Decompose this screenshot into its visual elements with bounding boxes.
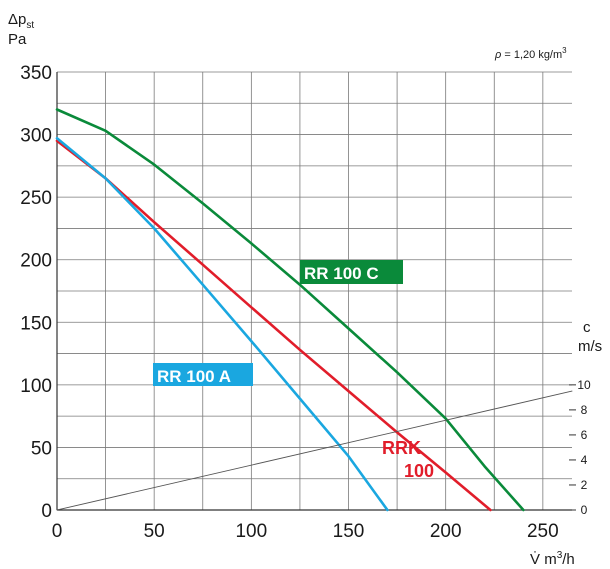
x-tick-label: 250 bbox=[527, 521, 559, 542]
x-tick-label: 100 bbox=[235, 521, 267, 542]
y-tick-label: 350 bbox=[20, 63, 52, 84]
label-rr-100-a-box bbox=[153, 363, 253, 386]
right-tick-label: 6 bbox=[581, 428, 588, 442]
series-line-rrk-100 bbox=[55, 139, 492, 512]
right-tick-label: 4 bbox=[581, 453, 588, 467]
right-axis-symbol: c bbox=[583, 319, 591, 336]
label-rr-100-c-box bbox=[300, 260, 403, 284]
right-tick-label: 0 bbox=[581, 503, 588, 517]
y-tick-label: 200 bbox=[20, 251, 52, 272]
y-tick-label: 150 bbox=[20, 313, 52, 334]
label-rr-100-c: RR 100 C bbox=[300, 260, 403, 284]
y-tick-label: 100 bbox=[20, 376, 52, 397]
label-rrk-100: RRK 100 bbox=[382, 438, 434, 481]
label-rr-100-a-text: RR 100 A bbox=[157, 367, 231, 386]
right-tick-label: 2 bbox=[581, 478, 588, 492]
label-rr-100-c-text: RR 100 C bbox=[304, 264, 379, 283]
curves bbox=[55, 108, 573, 512]
grid bbox=[56, 71, 572, 511]
density-note: ρ = 1,20 kg/m3 bbox=[494, 46, 567, 61]
right-tick-label: 8 bbox=[581, 403, 588, 417]
y-tick-label: 50 bbox=[31, 438, 52, 459]
y-axis-label: Δpst bbox=[8, 11, 34, 31]
series-line-c bbox=[56, 390, 573, 511]
y-tick-label: 0 bbox=[41, 501, 52, 522]
x-tick-label: 0 bbox=[52, 521, 63, 542]
right-tick-label: 10 bbox=[577, 378, 591, 392]
y-tick-label: 300 bbox=[20, 126, 52, 147]
x-axis-label: V̇ m3/h bbox=[530, 550, 575, 568]
series-line-rr-100-a bbox=[55, 137, 389, 512]
right-axis-unit: m/s bbox=[578, 338, 602, 355]
tick-labels: 0 50 100 150 200 250 300 350 0 50 100 150 200 250 0 2 4 6… bbox=[20, 63, 591, 542]
series-line-rr-100-c bbox=[55, 108, 525, 512]
x-tick-label: 150 bbox=[333, 521, 365, 542]
x-tick-label: 50 bbox=[144, 521, 165, 542]
y-axis-unit: Pa bbox=[8, 31, 27, 48]
x-tick-label: 200 bbox=[430, 521, 462, 542]
label-rrk-100-line1: RRK bbox=[382, 438, 421, 458]
y-tick-label: 250 bbox=[20, 188, 52, 209]
label-rrk-100-line2: 100 bbox=[404, 461, 434, 481]
label-rr-100-a: RR 100 A bbox=[153, 363, 253, 386]
